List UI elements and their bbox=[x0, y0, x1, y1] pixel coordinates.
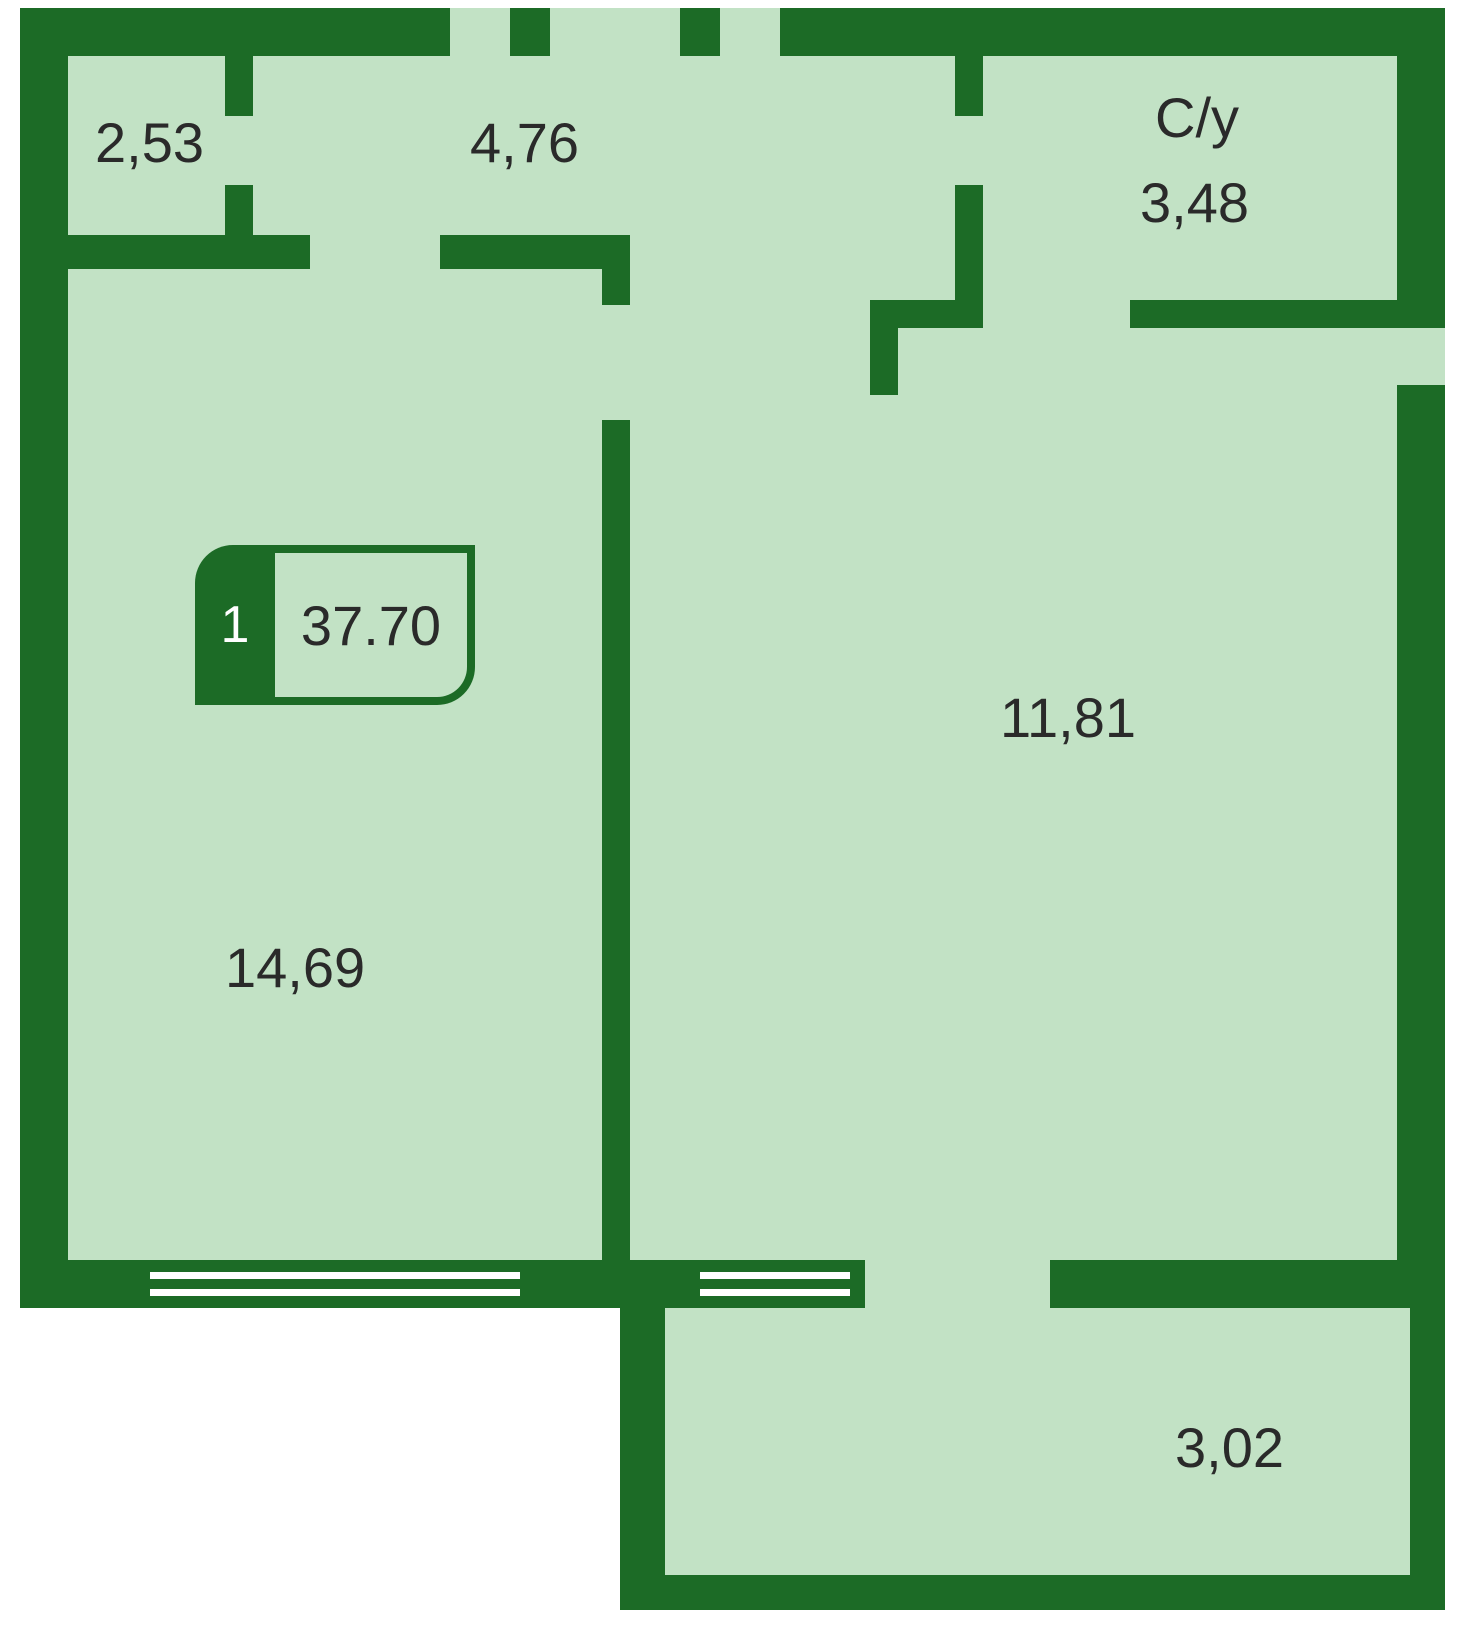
badge-rooms-count: 1 bbox=[195, 545, 275, 705]
label-bathroom-name: С/у bbox=[1155, 85, 1239, 150]
badge-total-area: 37.70 bbox=[275, 545, 475, 705]
wall-balcony-right bbox=[1410, 1260, 1445, 1610]
wall-v-center bbox=[602, 420, 630, 1308]
area-badge: 1 37.70 bbox=[195, 545, 475, 705]
wall-balcony-top-left bbox=[665, 1260, 865, 1308]
wall-right-lower bbox=[1397, 385, 1445, 1308]
window-bedroom-2 bbox=[700, 1289, 850, 1296]
label-room-balcony: 3,02 bbox=[1175, 1415, 1284, 1480]
label-room-living: 14,69 bbox=[225, 935, 365, 1000]
window-living-1 bbox=[150, 1272, 520, 1279]
wall-h-topleft bbox=[20, 235, 310, 269]
wall-top-4 bbox=[780, 8, 1445, 56]
wall-balcony-top-right bbox=[1050, 1260, 1445, 1308]
wall-v-topleft bbox=[225, 185, 253, 269]
stub-top-1 bbox=[225, 56, 253, 116]
label-bathroom-area: 3,48 bbox=[1140, 170, 1249, 235]
window-living-2 bbox=[150, 1289, 520, 1296]
label-room-hall: 4,76 bbox=[470, 110, 579, 175]
wall-bottom-left bbox=[20, 1260, 665, 1308]
wall-top-2 bbox=[510, 8, 550, 56]
label-room-topleft: 2,53 bbox=[95, 110, 204, 175]
wall-top-3 bbox=[680, 8, 720, 56]
wall-balcony-left bbox=[620, 1260, 665, 1610]
wall-top-1 bbox=[20, 8, 450, 56]
floor-plan: 2,53 4,76 С/у 3,48 14,69 11,81 3,02 1 37… bbox=[0, 0, 1465, 1632]
wall-right-upper bbox=[1397, 8, 1445, 328]
fill-balcony bbox=[620, 1308, 1445, 1608]
wall-left bbox=[20, 8, 68, 1308]
wall-v-center-stub bbox=[602, 235, 630, 305]
window-bedroom-1 bbox=[700, 1272, 850, 1279]
wall-v-bath-down bbox=[870, 300, 898, 395]
wall-balcony-bottom bbox=[620, 1575, 1445, 1610]
stub-top-4 bbox=[955, 56, 983, 116]
wall-bath-bottom-right bbox=[1130, 300, 1445, 328]
label-room-bedroom: 11,81 bbox=[1000, 685, 1136, 750]
